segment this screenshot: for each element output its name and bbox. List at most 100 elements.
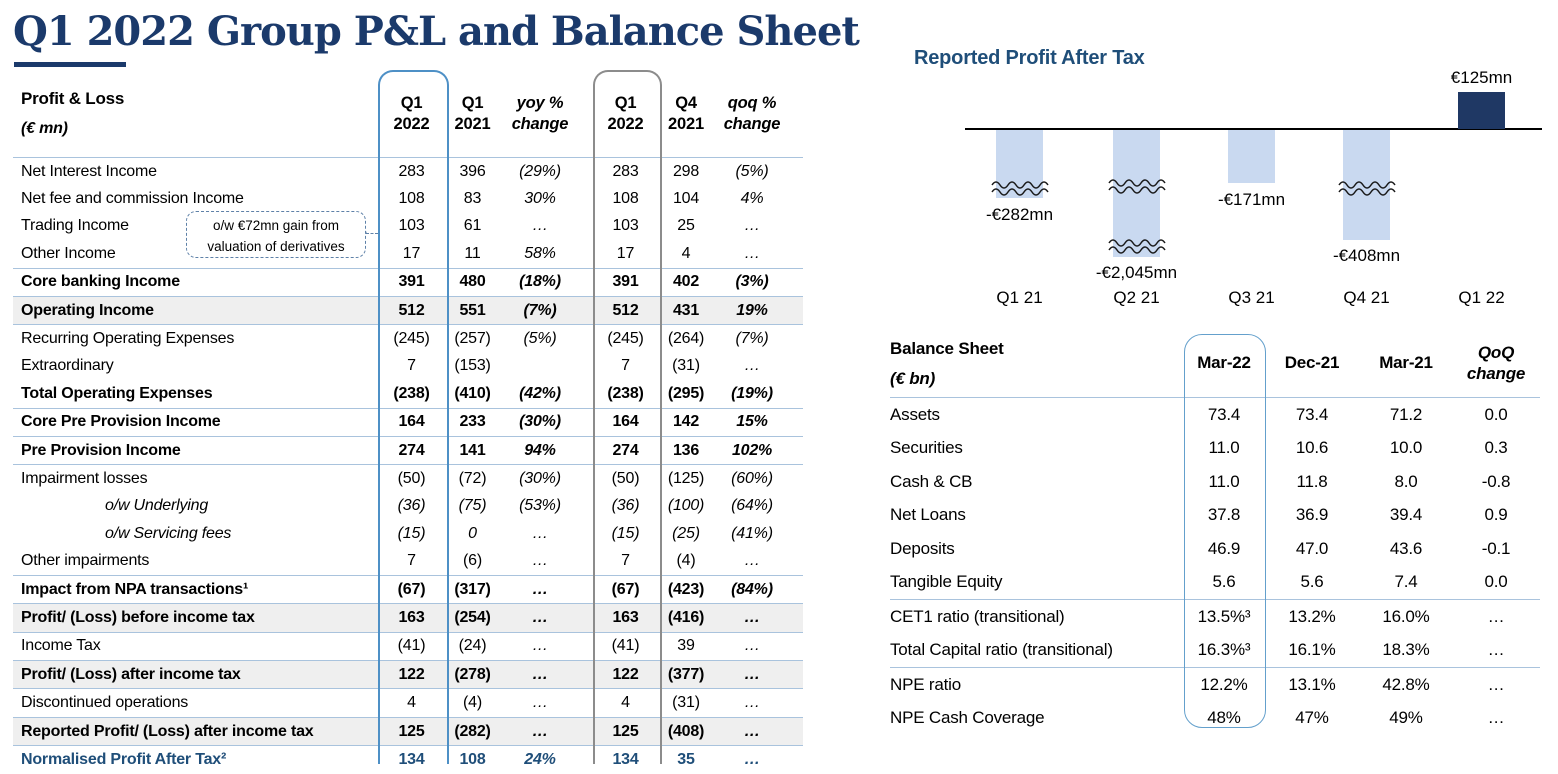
column-header-line2: 2021 [454, 114, 491, 133]
pnl-cell: (19%) [731, 384, 773, 402]
pnl-cell: 108 [398, 190, 425, 208]
pnl-cell: (25) [672, 524, 700, 542]
trading-income-callout: o/w €72mn gain from valuation of derivat… [186, 211, 366, 258]
pnl-cell: 19% [736, 301, 768, 319]
balance-sheet-title-cell: Balance Sheet (€ bn) [890, 339, 1184, 389]
column-header-line1: QoQ [1477, 343, 1515, 363]
pnl-cell: (41%) [731, 524, 773, 542]
pnl-cell: 283 [398, 162, 425, 180]
pnl-table-row: Profit/ (Loss) after income tax 122 (278) …… [13, 661, 803, 690]
balance-cell: … [1487, 640, 1505, 660]
balance-cell: 13.5%³ [1197, 606, 1251, 626]
pnl-cell: (41) [397, 637, 426, 655]
pnl-cell: 402 [672, 273, 700, 291]
pnl-cell: (18%) [519, 273, 561, 291]
pnl-row-label: Discontinued operations [21, 694, 189, 712]
pnl-cell: … [744, 217, 760, 235]
balance-cell: 0.0 [1484, 572, 1508, 592]
pnl-row-label: Other impairments [21, 552, 150, 570]
bar-value-label: -€2,045mn [1095, 263, 1178, 282]
column-header-line2: 2022 [393, 114, 430, 133]
balance-cell: … [1487, 674, 1505, 694]
pnl-row-label: Income Tax [21, 637, 101, 655]
pnl-cell: (238) [607, 384, 644, 402]
balance-cell: 0.0 [1484, 404, 1508, 424]
pnl-column-header: Q1 2021 [445, 93, 500, 134]
pnl-row-label: Impairment losses [21, 469, 148, 487]
pnl-row-label: o/w Underlying [105, 497, 209, 515]
pnl-cell: 7 [407, 552, 416, 570]
pnl-table-row: Impact from NPA transactions¹ (67) (317) … (… [13, 576, 803, 605]
balance-sheet-body: Assets 73.4 73.4 71.2 0.0 Securities 11.0 10.6 1… [890, 398, 1540, 735]
balance-sheet-table: Balance Sheet (€ bn) Mar-22 Dec-21 Mar-21 Q… [890, 330, 1540, 735]
pnl-cell: (377) [667, 665, 705, 683]
pnl-cell: 122 [612, 665, 639, 683]
balance-cell: 7.4 [1394, 572, 1418, 592]
pnl-cell: (64%) [731, 497, 773, 515]
balance-row-label: Total Capital ratio (transitional) [890, 640, 1113, 660]
balance-cell: … [1487, 708, 1505, 728]
balance-row-label: Cash & CB [890, 471, 973, 491]
pnl-cell: 391 [612, 273, 639, 291]
balance-row-label: Net Loans [890, 505, 966, 525]
pnl-table-title: Profit & Loss [21, 89, 125, 108]
pnl-cell: 122 [398, 665, 425, 683]
axis-break-icon [1337, 180, 1396, 201]
pnl-cell: (125) [667, 469, 705, 487]
pnl-table-row: o/w Underlying (36) (75) (53%) (36) (100) (64%… [13, 493, 803, 520]
pnl-cell: (282) [454, 722, 491, 740]
balance-sheet-row: Net Loans 37.8 36.9 39.4 0.9 [890, 499, 1540, 533]
pnl-table-row: Income Tax (41) (24)… (41) 39… [13, 633, 803, 662]
pnl-cell: 136 [672, 441, 700, 459]
pnl-cell: (67) [611, 580, 640, 598]
pnl-table-title-cell: Profit & Loss (€ mn) [13, 89, 378, 138]
pnl-row-label: Other Income [21, 244, 116, 262]
pnl-table-row: Extraordinary 7 (153) 7 (31)… [13, 353, 803, 380]
pnl-cell: 125 [398, 722, 425, 740]
pnl-cell: (50) [611, 469, 640, 487]
pnl-table-row: Discontinued operations 4 (4)… 4 (31)… [13, 689, 803, 718]
pnl-table-row: Trading Income 103 61… 103 25… [13, 213, 803, 240]
pnl-cell: … [744, 722, 760, 740]
pnl-cell: 17 [402, 244, 421, 262]
pnl-table-row: Reported Profit/ (Loss) after income tax… [13, 717, 803, 747]
pnl-cell: 7 [407, 357, 416, 375]
pnl-cell: … [744, 357, 760, 375]
pnl-cell: (72) [458, 469, 487, 487]
balance-cell: 36.9 [1295, 505, 1329, 525]
pnl-cell: 163 [612, 608, 639, 626]
pnl-table-row: Impairment losses (50) (72) (30%) (50) (125) (… [13, 465, 803, 492]
pnl-cell: 512 [398, 301, 425, 319]
pnl-cell: (31) [672, 694, 700, 712]
pnl-cell: 104 [672, 190, 700, 208]
pnl-cell: (15) [397, 524, 426, 542]
pnl-cell: 4 [407, 694, 416, 712]
balance-column-header: QoQ change [1452, 343, 1540, 384]
balance-cell: 10.6 [1295, 438, 1329, 458]
balance-sheet-unit: (€ bn) [890, 368, 936, 388]
pnl-cell: 7 [621, 552, 630, 570]
bar-value-label: -€282mn [985, 205, 1054, 224]
balance-cell: 16.1% [1288, 640, 1336, 660]
pnl-table-row: Pre Provision Income 274 141 94% 274 136 102% [13, 437, 803, 466]
pnl-cell: (264) [667, 330, 705, 348]
chart-title: Reported Profit After Tax [914, 47, 1145, 69]
pnl-cell: 164 [612, 413, 639, 431]
pnl-cell: 7 [621, 357, 630, 375]
balance-cell: 13.2% [1288, 606, 1336, 626]
balance-sheet-row: NPE Cash Coverage 48% 47% 49%… [890, 702, 1540, 736]
balance-cell: -0.1 [1481, 538, 1511, 558]
pnl-cell: (5%) [735, 162, 769, 180]
pnl-cell: 25 [677, 217, 695, 235]
column-header-line2: 2022 [607, 114, 644, 133]
column-header-line1: Dec-21 [1284, 353, 1340, 373]
pnl-cell: (100) [667, 497, 705, 515]
balance-cell: 47.0 [1295, 538, 1329, 558]
pnl-cell: 125 [612, 722, 639, 740]
pnl-cell: (6) [463, 552, 482, 570]
pnl-cell: 274 [398, 441, 425, 459]
balance-row-label: Tangible Equity [890, 572, 1003, 592]
balance-cell: 46.9 [1207, 538, 1241, 558]
pnl-cell: 396 [459, 162, 486, 180]
pnl-cell: 512 [612, 301, 639, 319]
